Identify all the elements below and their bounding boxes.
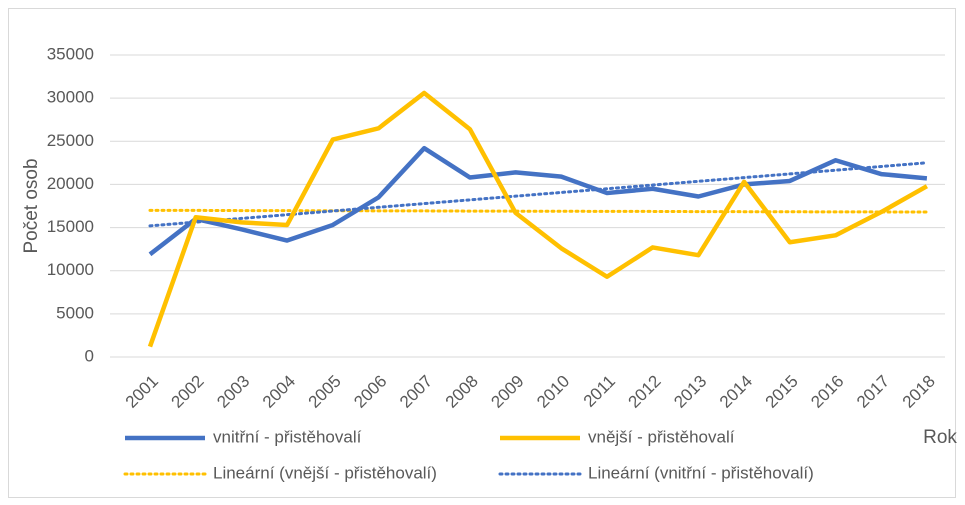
y-tick-label: 25000 bbox=[47, 131, 94, 150]
legend-label: Lineární (vnější - přistěhovalí) bbox=[213, 463, 437, 482]
legend-label: vnější - přistěhovalí bbox=[588, 427, 735, 446]
y-tick-label: 30000 bbox=[47, 88, 94, 107]
y-tick-label: 35000 bbox=[47, 44, 94, 63]
x-axis-label: Rok bbox=[923, 427, 957, 448]
y-tick-label: 0 bbox=[85, 346, 94, 365]
y-tick-label: 15000 bbox=[47, 217, 94, 236]
series-line bbox=[148, 208, 929, 214]
series-line bbox=[147, 90, 929, 348]
y-tick-label: 20000 bbox=[47, 174, 94, 193]
chart-border bbox=[8, 8, 956, 498]
y-tick-label: 10000 bbox=[47, 260, 94, 279]
legend-label: vnitřní - přistěhovalí bbox=[213, 427, 362, 446]
y-tick-label: 5000 bbox=[56, 303, 94, 322]
series-line bbox=[148, 145, 928, 257]
series-line bbox=[148, 161, 929, 228]
legend-label: Lineární (vnitřní - přistěhovalí) bbox=[588, 463, 814, 482]
y-axis-label: Počet osob bbox=[21, 158, 42, 253]
